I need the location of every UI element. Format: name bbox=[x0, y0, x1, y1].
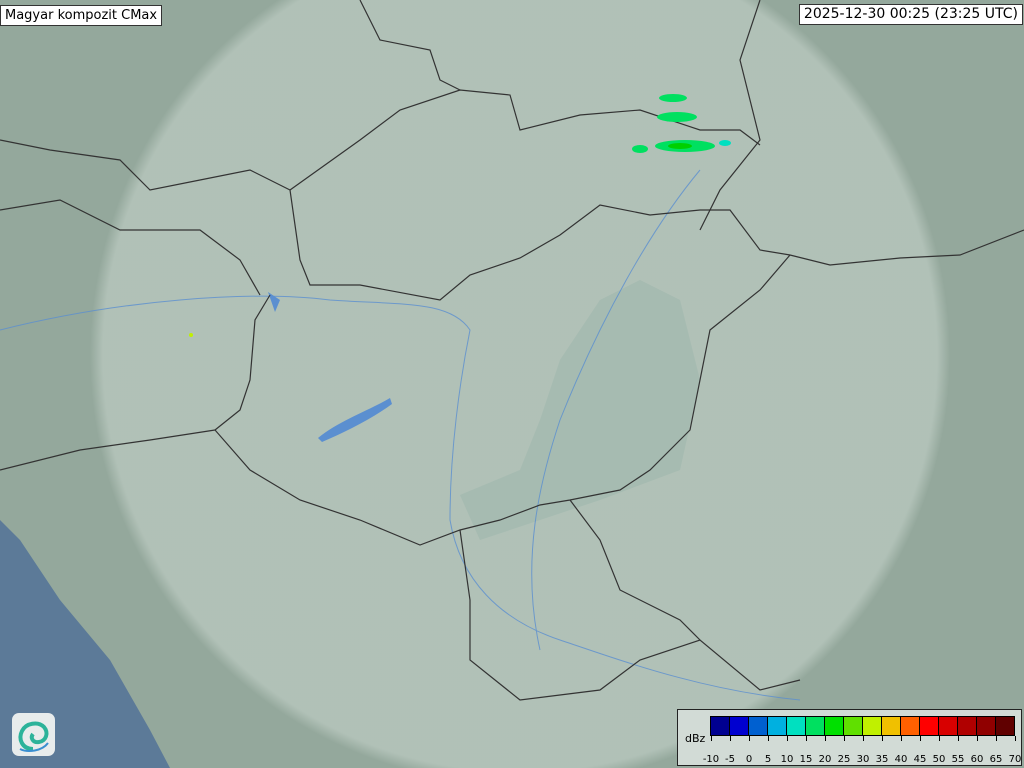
echo-cell bbox=[659, 94, 687, 102]
tick-mark bbox=[881, 736, 883, 741]
color-swatch bbox=[958, 717, 977, 735]
tick-label: 10 bbox=[780, 754, 794, 765]
tick-label: 40 bbox=[894, 754, 908, 765]
color-swatch bbox=[882, 717, 901, 735]
echo-cell bbox=[719, 140, 731, 146]
tick-label: 15 bbox=[799, 754, 813, 765]
tick-mark bbox=[729, 736, 731, 741]
product-title: Magyar kompozit CMax bbox=[0, 5, 163, 26]
echo-cell bbox=[632, 145, 648, 153]
color-swatch bbox=[749, 717, 768, 735]
radar-coverage-area bbox=[90, 0, 950, 768]
tick-label: 60 bbox=[970, 754, 984, 765]
lake-neusiedl bbox=[268, 292, 280, 312]
color-swatch bbox=[977, 717, 996, 735]
echo-cell bbox=[657, 112, 697, 122]
color-swatch bbox=[996, 717, 1014, 735]
color-swatch bbox=[825, 717, 844, 735]
color-swatch bbox=[844, 717, 863, 735]
echo-cell bbox=[189, 333, 193, 337]
tick-label: -10 bbox=[702, 754, 720, 765]
tick-mark bbox=[843, 736, 845, 741]
color-swatch bbox=[901, 717, 920, 735]
tick-label: 25 bbox=[837, 754, 851, 765]
tick-label: -5 bbox=[725, 754, 735, 765]
country-borders bbox=[0, 0, 1024, 701]
tick-mark bbox=[1014, 736, 1016, 741]
tick-label: 45 bbox=[913, 754, 927, 765]
tick-mark bbox=[976, 736, 978, 741]
swirl-logo-icon bbox=[12, 713, 55, 756]
timestamp: 2025-12-30 00:25 (23:25 UTC) bbox=[798, 4, 1023, 25]
tick-label: 20 bbox=[818, 754, 832, 765]
adriatic-sea bbox=[0, 520, 170, 768]
tick-mark bbox=[957, 736, 959, 741]
color-swatch bbox=[730, 717, 749, 735]
legend-unit: dBz bbox=[685, 732, 706, 745]
tick-label: 5 bbox=[764, 754, 772, 765]
tick-label: 65 bbox=[989, 754, 1003, 765]
tick-mark bbox=[995, 736, 997, 741]
color-swatch bbox=[920, 717, 939, 735]
tick-mark bbox=[938, 736, 940, 741]
color-swatch bbox=[863, 717, 882, 735]
tick-mark bbox=[805, 736, 807, 741]
tick-mark bbox=[786, 736, 788, 741]
rivers bbox=[0, 169, 801, 701]
tick-mark bbox=[919, 736, 921, 741]
lake-balaton bbox=[318, 398, 392, 442]
color-swatch bbox=[806, 717, 825, 735]
great-plain bbox=[460, 280, 700, 540]
tick-mark bbox=[824, 736, 826, 741]
color-swatch bbox=[939, 717, 958, 735]
dbz-color-legend: dBz -10 -5 0 5 10 15 20 25 30 35 40 45 50 55 60 65 70 bbox=[677, 709, 1022, 766]
tick-label: 70 bbox=[1008, 754, 1022, 765]
tick-label: 50 bbox=[932, 754, 946, 765]
tick-label: 35 bbox=[875, 754, 889, 765]
tick-mark bbox=[862, 736, 864, 741]
tick-mark bbox=[748, 736, 750, 741]
tick-label: 55 bbox=[951, 754, 965, 765]
tick-label: 30 bbox=[856, 754, 870, 765]
tick-mark bbox=[767, 736, 769, 741]
tick-mark bbox=[900, 736, 902, 741]
tick-label: 0 bbox=[745, 754, 753, 765]
color-swatch bbox=[787, 717, 806, 735]
radar-echoes bbox=[189, 94, 731, 337]
tick-mark bbox=[710, 736, 712, 741]
color-swatch bbox=[768, 717, 787, 735]
color-swatch bbox=[711, 717, 730, 735]
color-scale bbox=[710, 716, 1015, 736]
echo-cell bbox=[668, 143, 692, 149]
